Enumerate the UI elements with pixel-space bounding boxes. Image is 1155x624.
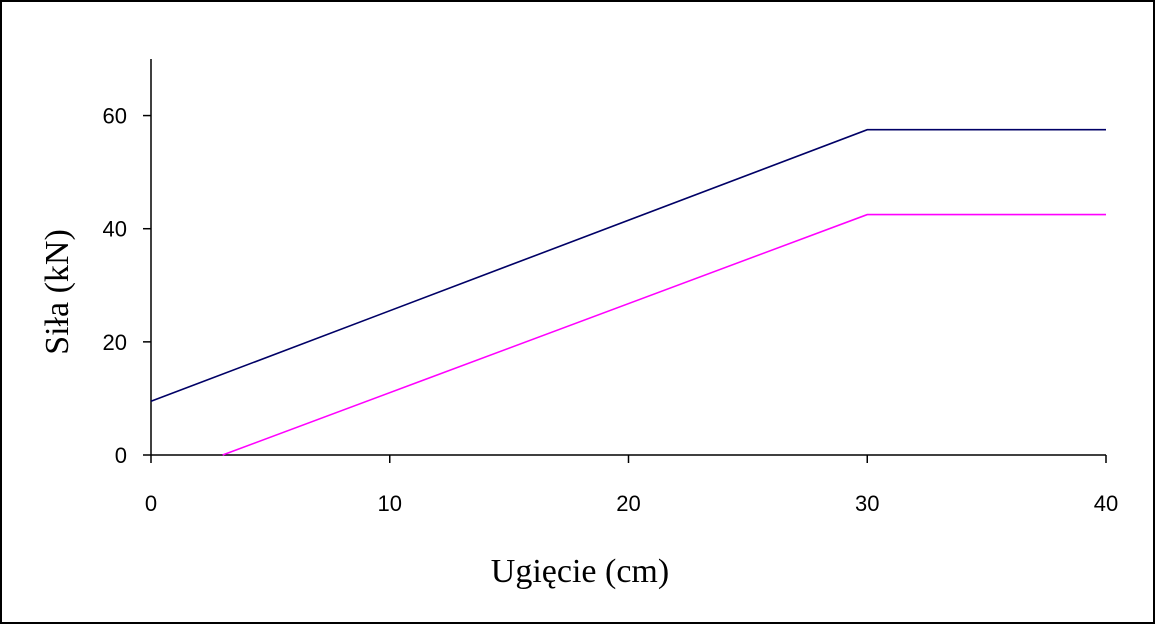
y-tick-label: 40 [103, 217, 127, 242]
axes [150, 59, 1106, 456]
series-line-2 [222, 213, 1106, 456]
series-lines [150, 128, 1106, 456]
series-line-1 [150, 128, 1106, 403]
x-tick-label: 10 [378, 491, 402, 516]
y-ticks: 0 20 40 60 [103, 104, 151, 468]
x-tick-label: 40 [1094, 491, 1118, 516]
x-tick-label: 30 [855, 491, 879, 516]
y-axis-title: Siła (kN) [39, 229, 76, 355]
x-tick-label: 0 [145, 491, 157, 516]
y-tick-label: 60 [103, 104, 127, 129]
x-tick-label: 20 [616, 491, 640, 516]
y-tick-label: 0 [115, 443, 127, 468]
y-tick-label: 20 [103, 330, 127, 355]
x-axis-title: Ugięcie (cm) [491, 553, 669, 590]
x-ticks: 0 10 20 30 40 [145, 455, 1118, 516]
